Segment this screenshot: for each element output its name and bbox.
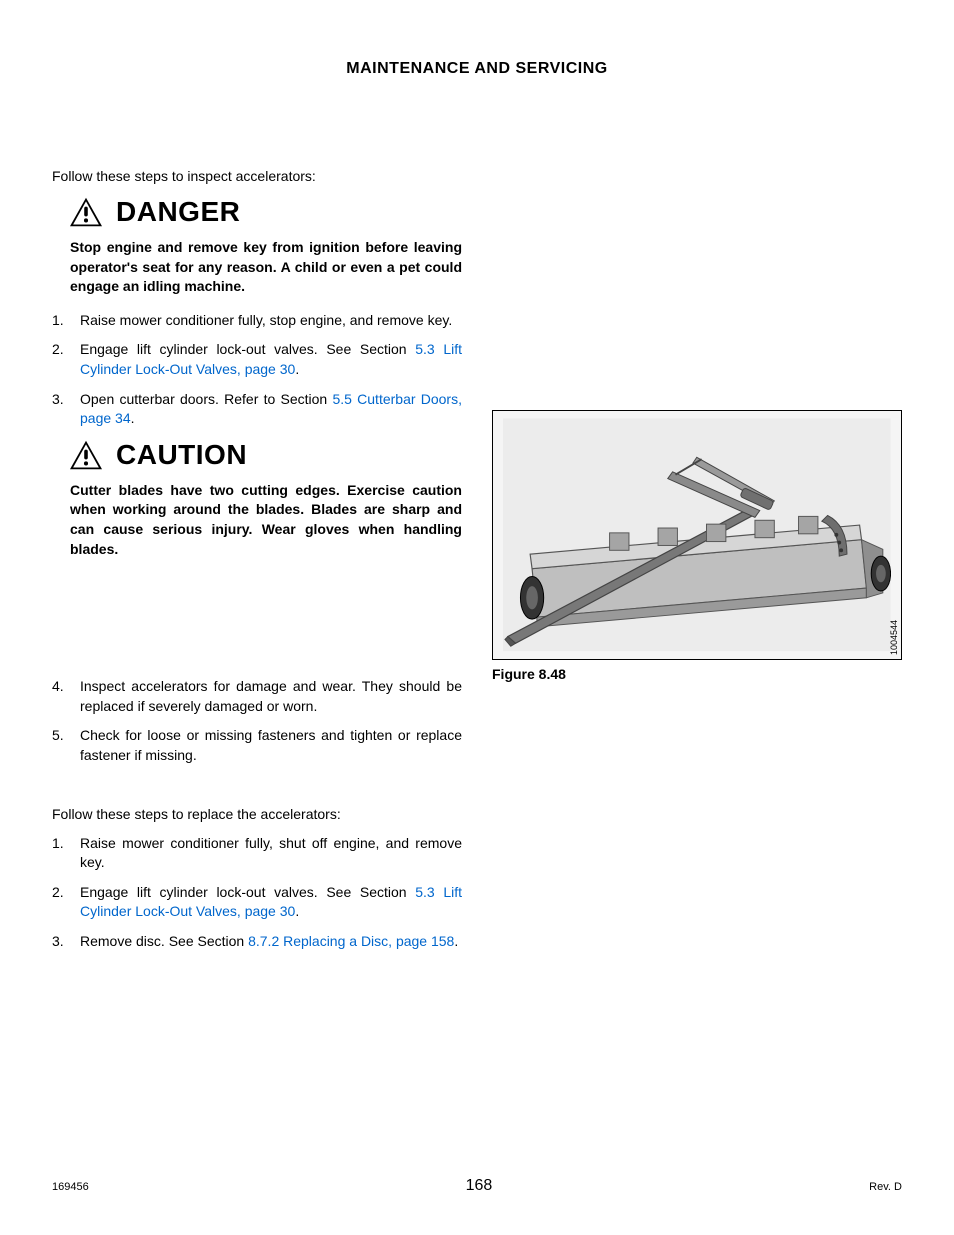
step-text: Engage lift cylinder lock-out valves. Se… (80, 341, 415, 357)
step-item: Open cutterbar doors. Refer to Section 5… (52, 390, 462, 429)
footer-pagenum: 168 (466, 1177, 493, 1195)
content-columns: Follow these steps to inspect accelerato… (52, 168, 902, 961)
step-text: Engage lift cylinder lock-out valves. Se… (80, 884, 415, 900)
footer-revision: Rev. D (869, 1181, 902, 1193)
danger-header: DANGER (68, 196, 462, 228)
step-item: Inspect accelerators for damage and wear… (52, 677, 462, 716)
intro-replace: Follow these steps to replace the accele… (52, 806, 462, 822)
figure-id: 1004544 (889, 620, 899, 655)
page-footer: 169456 168 Rev. D (52, 1177, 902, 1195)
step-item: Raise mower conditioner fully, stop engi… (52, 311, 462, 331)
step-item: Engage lift cylinder lock-out valves. Se… (52, 340, 462, 379)
footer-docnum: 169456 (52, 1181, 89, 1193)
inspect-steps-1: Raise mower conditioner fully, stop engi… (52, 311, 462, 429)
step-item: Engage lift cylinder lock-out valves. Se… (52, 883, 462, 922)
caution-word: CAUTION (116, 439, 247, 471)
danger-body: Stop engine and remove key from ignition… (70, 238, 462, 297)
step-text: . (295, 361, 299, 377)
step-text: . (295, 903, 299, 919)
inspect-steps-2: Inspect accelerators for damage and wear… (52, 677, 462, 765)
figure-image: 1004544 (492, 410, 902, 660)
mower-illustration-icon (503, 417, 891, 653)
warning-triangle-icon (68, 196, 104, 228)
page-header: MAINTENANCE AND SERVICING (52, 60, 902, 78)
replace-steps: Raise mower conditioner fully, shut off … (52, 834, 462, 952)
step-text: . (454, 933, 458, 949)
intro-inspect: Follow these steps to inspect accelerato… (52, 168, 462, 184)
figure-caption: Figure 8.48 (492, 666, 902, 682)
step-text: Remove disc. See Section (80, 933, 248, 949)
step-item: Remove disc. See Section 8.7.2 Replacing… (52, 932, 462, 952)
right-column: 1004544 Figure 8.48 (492, 168, 902, 961)
xref-link[interactable]: 8.7.2 Replacing a Disc, page 158 (248, 933, 454, 949)
replace-section: Follow these steps to replace the accele… (52, 806, 462, 952)
step-text: . (131, 410, 135, 426)
step-item: Check for loose or missing fasteners and… (52, 726, 462, 765)
caution-body: Cutter blades have two cutting edges. Ex… (70, 481, 462, 559)
caution-header: CAUTION (68, 439, 462, 471)
step-item: Raise mower conditioner fully, shut off … (52, 834, 462, 873)
warning-triangle-icon (68, 439, 104, 471)
danger-word: DANGER (116, 196, 240, 228)
step-text: Open cutterbar doors. Refer to Section (80, 391, 332, 407)
left-column: Follow these steps to inspect accelerato… (52, 168, 462, 961)
